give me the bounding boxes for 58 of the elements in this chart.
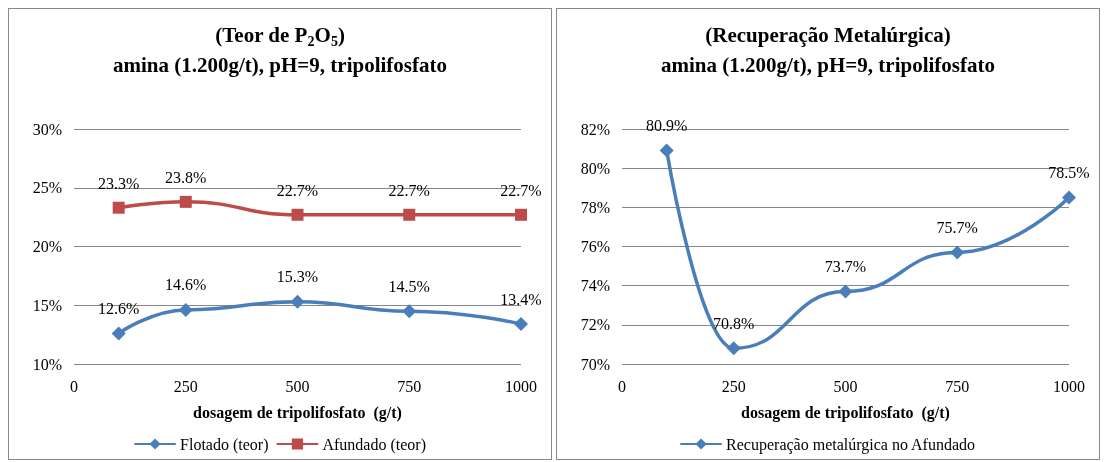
data-label: 80.9% <box>646 117 688 135</box>
point <box>112 201 125 214</box>
point <box>403 208 416 221</box>
data-label: 23.8% <box>165 169 207 187</box>
x-tick-label: 1000 <box>505 377 537 395</box>
x-tick-label: 500 <box>833 377 858 395</box>
point <box>111 326 126 341</box>
y-tick-label: 74% <box>580 277 610 295</box>
legend-label: Afundado (teor) <box>322 435 426 454</box>
x-tick-label: 1000 <box>1053 377 1085 395</box>
data-label: 13.4% <box>500 290 542 308</box>
legend-label: Recuperação metalúrgica no Afundado <box>726 435 976 454</box>
chart-title: (Recuperação Metalúrgica) amina (1.200g/t), pH=9, tripolifosfato <box>661 23 995 77</box>
y-tick-label: 30% <box>32 120 62 138</box>
y-tick-label: 25% <box>32 179 62 197</box>
y-tick-label: 72% <box>580 316 610 334</box>
data-label: 78.5% <box>1048 164 1090 182</box>
data-label: 22.7% <box>276 182 319 200</box>
y-tick-label: 82% <box>580 120 610 138</box>
y-tick-label: 10% <box>32 355 62 373</box>
x-tick-label: 0 <box>70 377 78 395</box>
point <box>178 302 193 317</box>
point <box>402 304 417 319</box>
y-tick-label: 80% <box>580 159 610 177</box>
data-label: 75.7% <box>936 218 978 236</box>
point <box>950 245 965 260</box>
point <box>291 208 304 221</box>
y-tick-label: 20% <box>32 238 62 255</box>
data-label: 73.7% <box>824 258 867 276</box>
data-label: 12.6% <box>98 299 140 317</box>
point <box>659 143 674 158</box>
y-tick-label: 70% <box>580 355 610 373</box>
x-tick-label: 250 <box>173 377 198 395</box>
point <box>290 294 305 309</box>
point <box>514 317 528 332</box>
x-axis-title: dosagem de tripolifosfato (g/t) <box>193 403 402 422</box>
legend-label: Flotado (teor) <box>180 435 269 454</box>
data-label: 15.3% <box>276 268 319 286</box>
point <box>726 341 741 356</box>
data-label: 23.3% <box>98 175 140 193</box>
x-tick-label: 250 <box>721 377 746 395</box>
x-tick-label: 0 <box>618 377 626 395</box>
x-tick-label: 500 <box>285 377 310 395</box>
data-label: 14.6% <box>165 276 207 294</box>
point <box>179 195 192 208</box>
x-tick-label: 750 <box>397 377 422 395</box>
y-tick-label: 78% <box>580 198 610 216</box>
data-label: 22.7% <box>500 182 542 200</box>
data-label: 22.7% <box>388 182 430 200</box>
point <box>838 284 853 299</box>
point <box>1062 190 1076 205</box>
y-tick-label: 15% <box>32 296 62 314</box>
point <box>515 208 527 221</box>
data-label: 14.5% <box>388 277 430 295</box>
x-axis-title: dosagem de tripolifosfato (g/t) <box>741 403 950 422</box>
x-tick-label: 750 <box>945 377 970 395</box>
data-label: 70.8% <box>713 314 755 332</box>
y-tick-label: 76% <box>580 238 610 255</box>
